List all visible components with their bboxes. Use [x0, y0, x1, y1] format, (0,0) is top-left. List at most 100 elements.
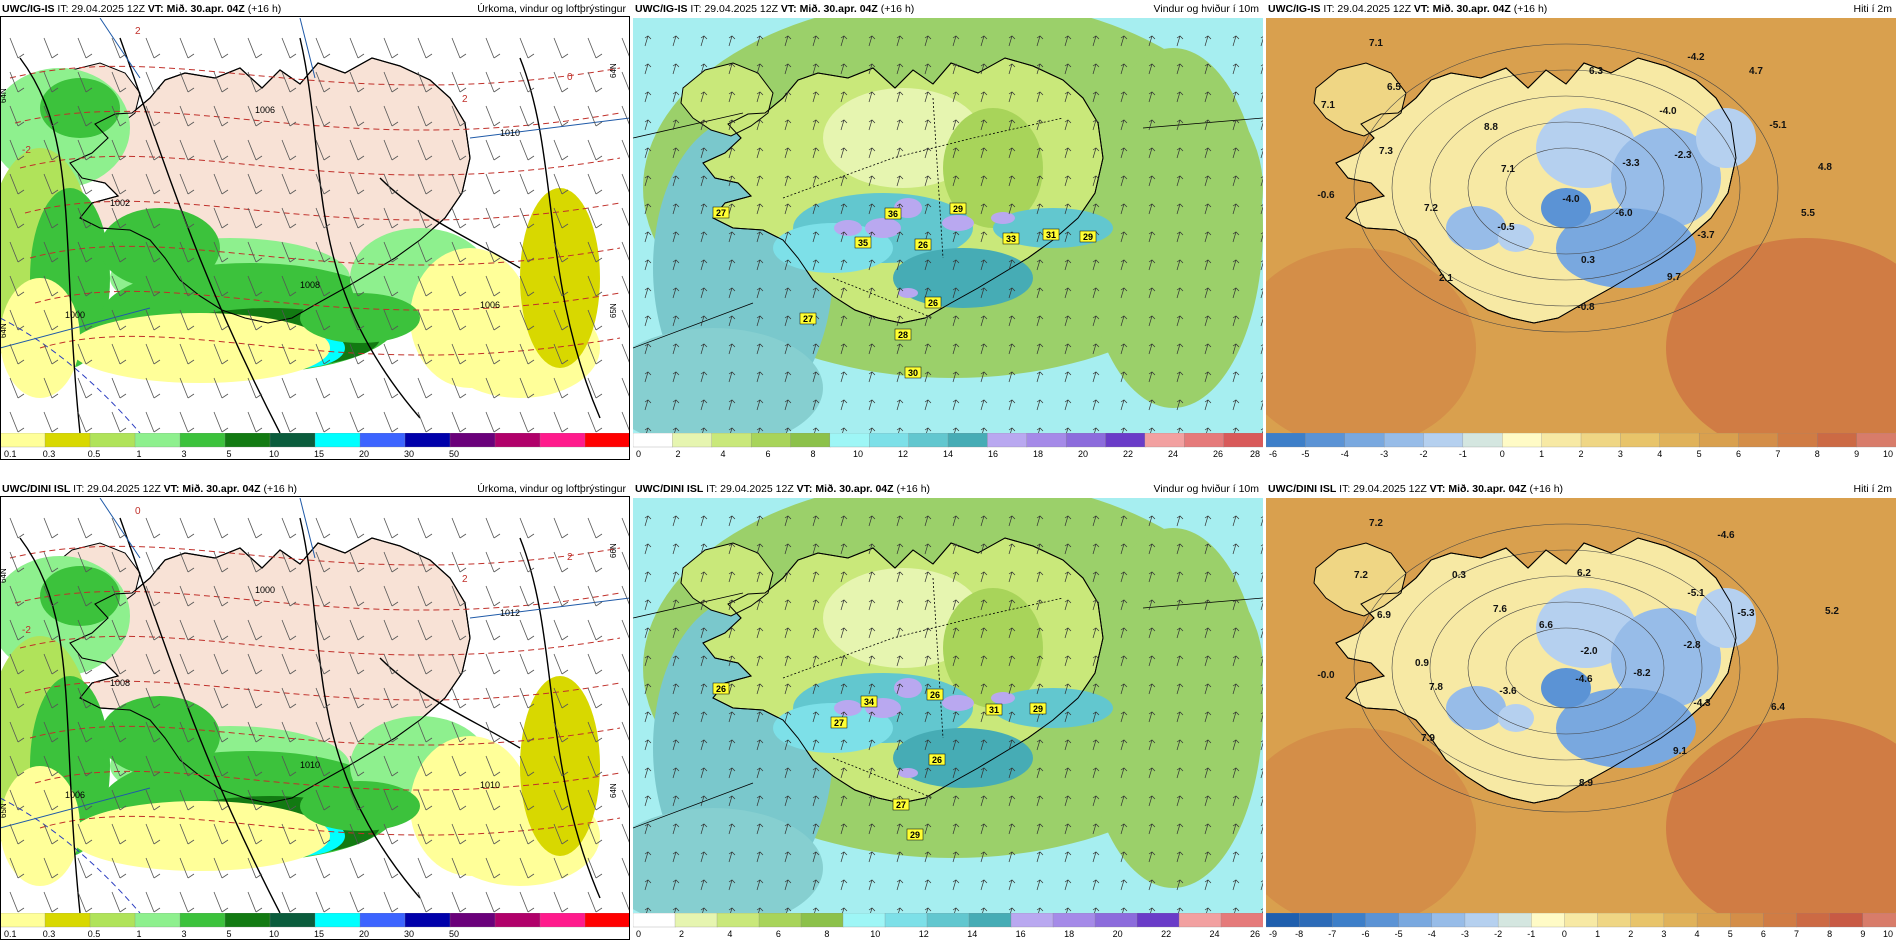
wind-barb: [553, 241, 569, 263]
wind-arrow: [728, 851, 736, 863]
isotherm: [1353, 523, 1779, 813]
wind-arrow: [1036, 399, 1044, 411]
panel-header: UWC/IG-IS IT: 29.04.2025 12Z VT: Mið. 30…: [1266, 0, 1896, 18]
wind-arrow: [1232, 767, 1240, 779]
wind-arrow: [952, 767, 960, 779]
wind-barb: [145, 891, 161, 913]
precip-area: [40, 566, 120, 626]
wind-barb: [281, 173, 297, 195]
wind-arrow: [896, 147, 904, 159]
wind-barb: [519, 207, 535, 229]
wind-map[interactable]: 27 36 29 35 26 33 31 29 26 27 28 30: [603, 0, 1268, 448]
precip-map[interactable]: 1000 1006 1008 1010 1012 1010 -2 0 2 2 64N 65N 66N 64…: [0, 497, 637, 914]
wind-arrow: [924, 599, 932, 611]
scale-label: 8: [1815, 449, 1820, 459]
wind-barb: [417, 377, 433, 399]
wind-barb: [553, 517, 569, 539]
map-canvas[interactable]: 7.27.2 0.3-4.66.26.97.66.6-5.1-5.3 5.20.9-…: [1236, 498, 1900, 938]
gust-label: 29: [953, 204, 963, 214]
wind-barb: [247, 619, 263, 641]
wind-arrow: [1120, 175, 1128, 187]
map-canvas[interactable]: 7.16.57.18.86.3-4.24.7-4.0-5.17.37.1-3.3…: [1236, 18, 1900, 458]
temperature-value: -4.0: [1659, 106, 1677, 117]
wind-arrow: [1148, 627, 1156, 639]
scale-swatch: [1777, 432, 1818, 448]
scale-label: 2: [1628, 929, 1633, 939]
wind-arrow: [1232, 35, 1240, 47]
scale-label: -8: [1295, 929, 1303, 939]
wind-arrow: [840, 147, 848, 159]
wind-arrow: [784, 739, 792, 751]
wind-barb: [349, 823, 365, 845]
westfjords-land: [680, 542, 774, 617]
wind-arrow: [840, 683, 848, 695]
wind-barb: [9, 755, 25, 777]
temperature-value: 5.5: [1801, 208, 1815, 219]
wind-arrow: [1064, 175, 1072, 187]
temp-map[interactable]: 7.2 7.2 0.3 -4.6 6.2 6.9 7.6 6.6 -5.1 -5.3 5.2 0.9-…: [1236, 498, 1900, 938]
scale-swatch: [1010, 912, 1054, 928]
wind-barb: [553, 789, 569, 811]
wind-arrow: [1232, 823, 1240, 835]
wind-arrow: [840, 63, 848, 75]
latitude-label: 65N: [609, 303, 618, 318]
wind-barb: [349, 309, 365, 331]
wind-barb: [519, 823, 535, 845]
wind-map[interactable]: 26 34 26 27 31 29 26 27 29: [603, 478, 1268, 928]
wind-barb: [145, 105, 161, 127]
wind-arrow: [756, 655, 764, 667]
valid-time: Mið. 30.apr. 04Z: [1432, 3, 1511, 15]
scale-label: 5: [226, 449, 231, 459]
wind-arrow: [952, 399, 960, 411]
wind-arrow: [896, 515, 904, 527]
temp-map[interactable]: 7.1 6.5 7.1 8.8 6.3 -4.2 4.7 -4.0 -5.1 7.3 7.1 -3.3…: [1236, 18, 1900, 458]
wind-barb: [111, 891, 127, 913]
scale-swatch: [134, 432, 181, 448]
wind-arrow: [1176, 119, 1184, 131]
scale-swatch: [1332, 912, 1367, 928]
wind-barb: [281, 37, 297, 59]
wind-barb: [179, 105, 195, 127]
wind-barb: [247, 687, 263, 709]
wind-barb: [349, 139, 365, 161]
wind-arrow: [1148, 515, 1156, 527]
wind-arrow: [644, 147, 652, 159]
scale-swatch: [1065, 432, 1107, 448]
scale-swatch: [494, 912, 541, 928]
precip-map[interactable]: 1006 1000 1002 1008 1010 1006 -2 2 0 2 64N 64N 64N 65…: [0, 17, 637, 434]
wind-arrow: [952, 147, 960, 159]
wind-barb: [519, 71, 535, 93]
wind-arrow: [644, 371, 652, 383]
wind-arrow: [1176, 571, 1184, 583]
wind-barb: [485, 653, 501, 675]
wind-arrow: [1204, 259, 1212, 271]
wind-barb: [111, 823, 127, 845]
scale-swatch: [987, 432, 1028, 448]
wind-barb: [417, 105, 433, 127]
wind-arrow: [840, 343, 848, 355]
temperature-value: 7.2: [1354, 570, 1368, 581]
wind-barb: [247, 653, 263, 675]
wind-barb: [247, 857, 263, 879]
wind-barb: [451, 71, 467, 93]
temp-area: [1498, 224, 1534, 252]
map-canvas[interactable]: 100010061008101010121010-202264N65N66N64…: [0, 497, 637, 914]
wind-arrow: [784, 599, 792, 611]
wind-barb: [315, 241, 331, 263]
wind-arrow: [728, 231, 736, 243]
map-canvas[interactable]: 100610001002100810101006-220264N64N64N65…: [0, 17, 637, 434]
wind-arrow: [868, 515, 876, 527]
wind-barb: [587, 619, 603, 641]
wind-arrow: [840, 851, 848, 863]
wind-barb: [451, 517, 467, 539]
model-name: UWC/DINI ISL: [1268, 483, 1337, 495]
wind-arrow: [952, 371, 960, 383]
wind-arrow: [756, 399, 764, 411]
wind-arrow: [812, 91, 820, 103]
wind-arrow: [1176, 91, 1184, 103]
wind-barb: [553, 857, 569, 879]
panel-title: Úrkoma, vindur og loftþrýstingur: [477, 483, 626, 495]
wind-barb: [77, 857, 93, 879]
